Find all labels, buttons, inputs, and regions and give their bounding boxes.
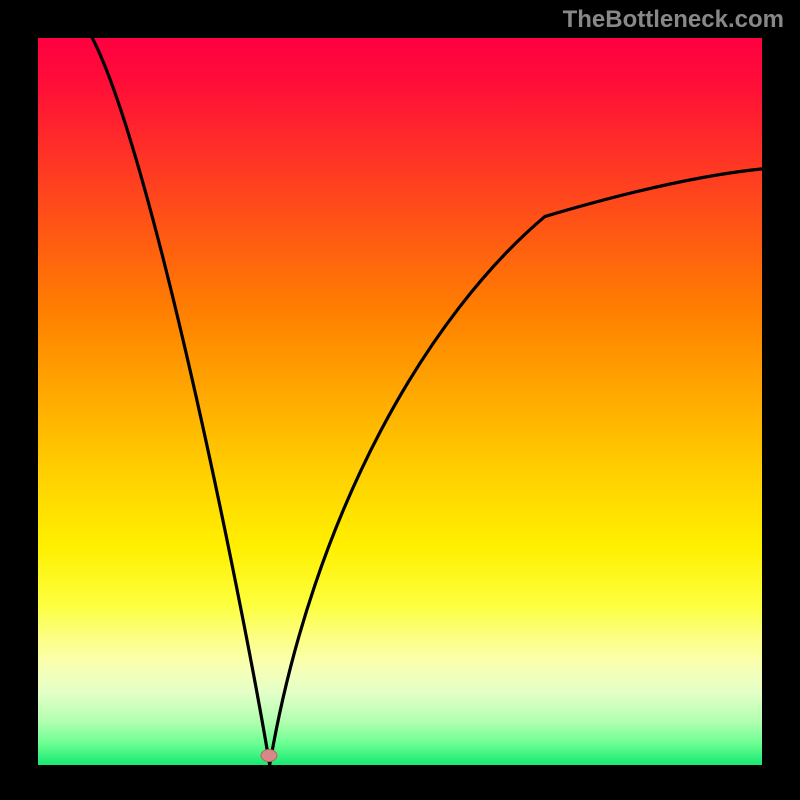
chart-container: TheBottleneck.com <box>0 0 800 800</box>
watermark-text: TheBottleneck.com <box>563 6 784 34</box>
plot-area <box>38 38 762 765</box>
